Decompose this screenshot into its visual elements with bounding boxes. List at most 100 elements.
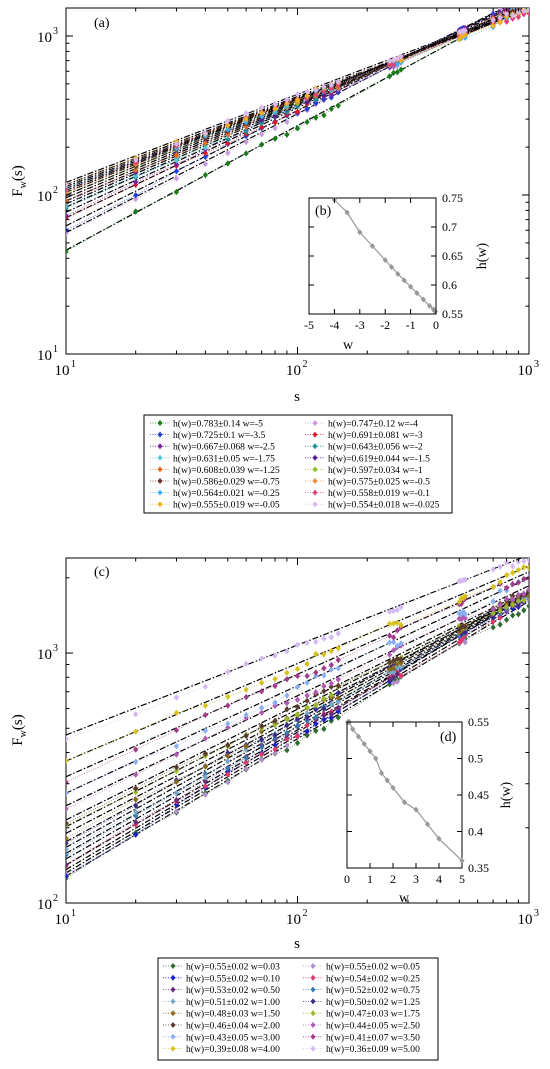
data-point xyxy=(272,721,278,729)
data-point xyxy=(284,722,290,729)
data-point xyxy=(294,96,301,104)
data-point xyxy=(335,682,341,689)
data-point xyxy=(243,123,249,130)
data-point xyxy=(304,92,310,99)
panel-a-legend: h(w)=0.783±0.14 w=-5 h(w)=0.747±0.12 w=-4… xyxy=(143,414,453,514)
data-point xyxy=(259,119,265,127)
data-point xyxy=(133,802,139,809)
data-point xyxy=(173,694,180,701)
data-point xyxy=(515,611,522,618)
data-point xyxy=(497,18,503,26)
data-point xyxy=(272,112,278,120)
legend-marker xyxy=(170,986,176,993)
inset-point xyxy=(427,302,433,309)
data-point xyxy=(313,727,319,735)
data-point xyxy=(173,727,180,734)
data-point xyxy=(294,715,301,723)
data-point xyxy=(526,602,529,610)
data-point xyxy=(304,118,310,126)
x-tick-label-exponent: 3 xyxy=(534,359,539,370)
data-point xyxy=(284,118,290,126)
data-point xyxy=(304,660,310,668)
data-point xyxy=(225,702,231,709)
data-point xyxy=(243,754,249,762)
inset-x-tick-label: 3 xyxy=(413,872,419,886)
data-point xyxy=(202,783,208,790)
panel-c-legend-frame xyxy=(157,957,439,1061)
panel-a-x-ticks: 10 1 10 2 10 3 xyxy=(55,8,539,379)
data-point xyxy=(173,789,180,797)
legend-marker xyxy=(170,963,176,969)
data-point xyxy=(313,714,319,721)
data-point xyxy=(526,0,531,1)
data-point xyxy=(173,161,180,168)
legend-marker xyxy=(310,1022,316,1028)
inset-x-tick-label: 0 xyxy=(344,872,350,886)
data-point xyxy=(503,603,510,611)
data-point xyxy=(66,840,69,847)
data-point xyxy=(515,579,522,586)
data-point xyxy=(390,647,397,654)
data-point xyxy=(284,676,290,683)
fit-line xyxy=(66,585,529,807)
data-point xyxy=(390,664,397,672)
inset-point xyxy=(367,748,373,755)
data-point xyxy=(526,1,531,7)
data-point xyxy=(259,743,265,751)
data-point xyxy=(304,98,310,106)
x-tick-label: 10 xyxy=(518,912,533,928)
data-point xyxy=(460,594,466,602)
data-point xyxy=(173,709,180,716)
legend-marker xyxy=(157,431,163,438)
data-point xyxy=(173,796,180,804)
data-point xyxy=(398,621,404,629)
inset-point xyxy=(401,277,407,284)
panel-a-xlabel: s xyxy=(294,389,300,405)
data-point xyxy=(394,660,400,667)
legend-marker xyxy=(312,489,318,496)
data-point xyxy=(133,808,139,816)
y-tick-label: 10 xyxy=(37,189,52,205)
series-line xyxy=(66,597,529,850)
legend-marker xyxy=(170,1010,176,1017)
panel-c-label: (c) xyxy=(94,565,110,580)
data-point xyxy=(304,639,310,647)
legend-marker xyxy=(310,974,316,981)
panel-d-xlabel: w xyxy=(399,891,410,906)
data-point xyxy=(66,790,69,797)
data-point xyxy=(272,652,278,659)
data-point xyxy=(225,131,231,138)
data-point xyxy=(398,672,404,679)
data-point xyxy=(313,114,319,121)
data-point xyxy=(284,735,290,743)
data-point xyxy=(225,693,231,700)
data-point xyxy=(225,771,231,778)
data-point xyxy=(328,85,334,92)
data-point xyxy=(521,575,527,583)
data-point xyxy=(259,751,265,758)
data-point xyxy=(462,610,468,618)
data-point xyxy=(328,680,334,687)
legend-entry: h(w)=0.46±0.04 w=2.00 xyxy=(186,1021,280,1032)
data-point xyxy=(335,676,341,683)
data-point xyxy=(225,752,231,760)
data-point xyxy=(304,697,310,705)
legend-entry: h(w)=0.39±0.08 w=4.00 xyxy=(186,1044,280,1055)
data-point xyxy=(490,618,496,625)
inset-point xyxy=(390,784,396,791)
data-point xyxy=(321,83,327,90)
inset-y-tick-label: 0.75 xyxy=(442,191,463,205)
legend-entry: h(w)=0.643±0.056 w=-2 xyxy=(328,442,423,453)
data-point xyxy=(387,632,393,639)
data-point xyxy=(387,651,393,658)
data-point xyxy=(284,706,290,713)
data-point xyxy=(259,141,265,148)
inset-point xyxy=(413,806,419,813)
legend-marker xyxy=(312,431,318,438)
data-point xyxy=(66,778,69,786)
fit-line xyxy=(66,8,520,205)
inset-point xyxy=(424,821,431,828)
data-point xyxy=(243,109,249,117)
